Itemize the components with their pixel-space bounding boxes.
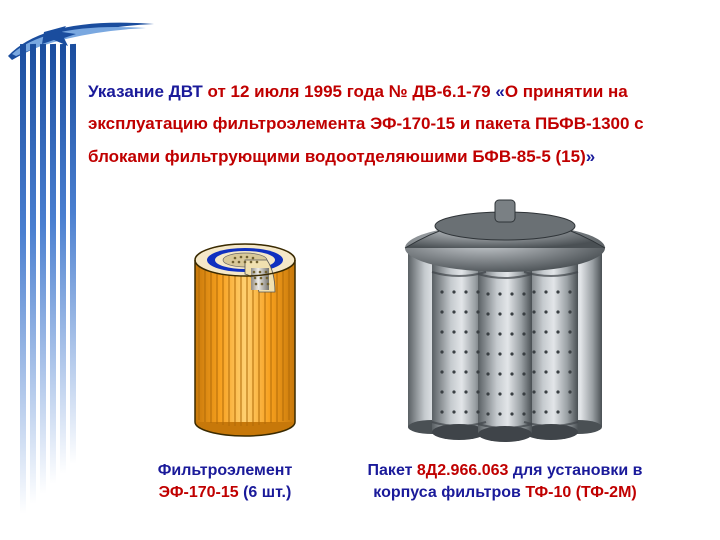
text-model2: ПБФВ-1300 [535, 114, 629, 133]
caption-right-models2: ТФ-10 (ТФ-2М) [525, 484, 636, 501]
text-prefix: Указание ДВТ [88, 82, 208, 101]
text-date-doc: от 12 июля 1995 года № ДВ-6.1-79 [208, 82, 491, 101]
images-row [88, 192, 692, 442]
captions-row: Фильтроэлемент ЭФ-170-15 (6 шт.) Пакет 8… [88, 460, 692, 505]
caption-left: Фильтроэлемент ЭФ-170-15 (6 шт.) [125, 460, 325, 505]
caption-right: Пакет 8Д2.966.063 для установки в корпус… [355, 460, 655, 505]
text-body2: и пакета [455, 114, 535, 133]
filter-package-image [375, 182, 635, 442]
caption-left-model: ЭФ-170-15 [159, 484, 239, 501]
text-model1: ЭФ-170-15 [370, 114, 455, 133]
caption-right-model: 8Д2.966.063 [417, 462, 508, 479]
filter-package-icon [390, 182, 620, 442]
text-model3: БФВ-85-5 (15) [472, 147, 585, 166]
filter-element-image [145, 192, 345, 442]
filter-element-icon [175, 222, 315, 442]
text-quote-close: » [586, 147, 595, 166]
decorative-stripes [0, 44, 80, 540]
caption-left-line1: Фильтроэлемент [158, 462, 293, 479]
caption-right-pre: Пакет [368, 462, 417, 479]
directive-text: Указание ДВТ от 12 июля 1995 года № ДВ-6… [88, 76, 692, 173]
caption-left-qty: (6 шт.) [239, 484, 292, 501]
text-quote-open: « [491, 82, 505, 101]
